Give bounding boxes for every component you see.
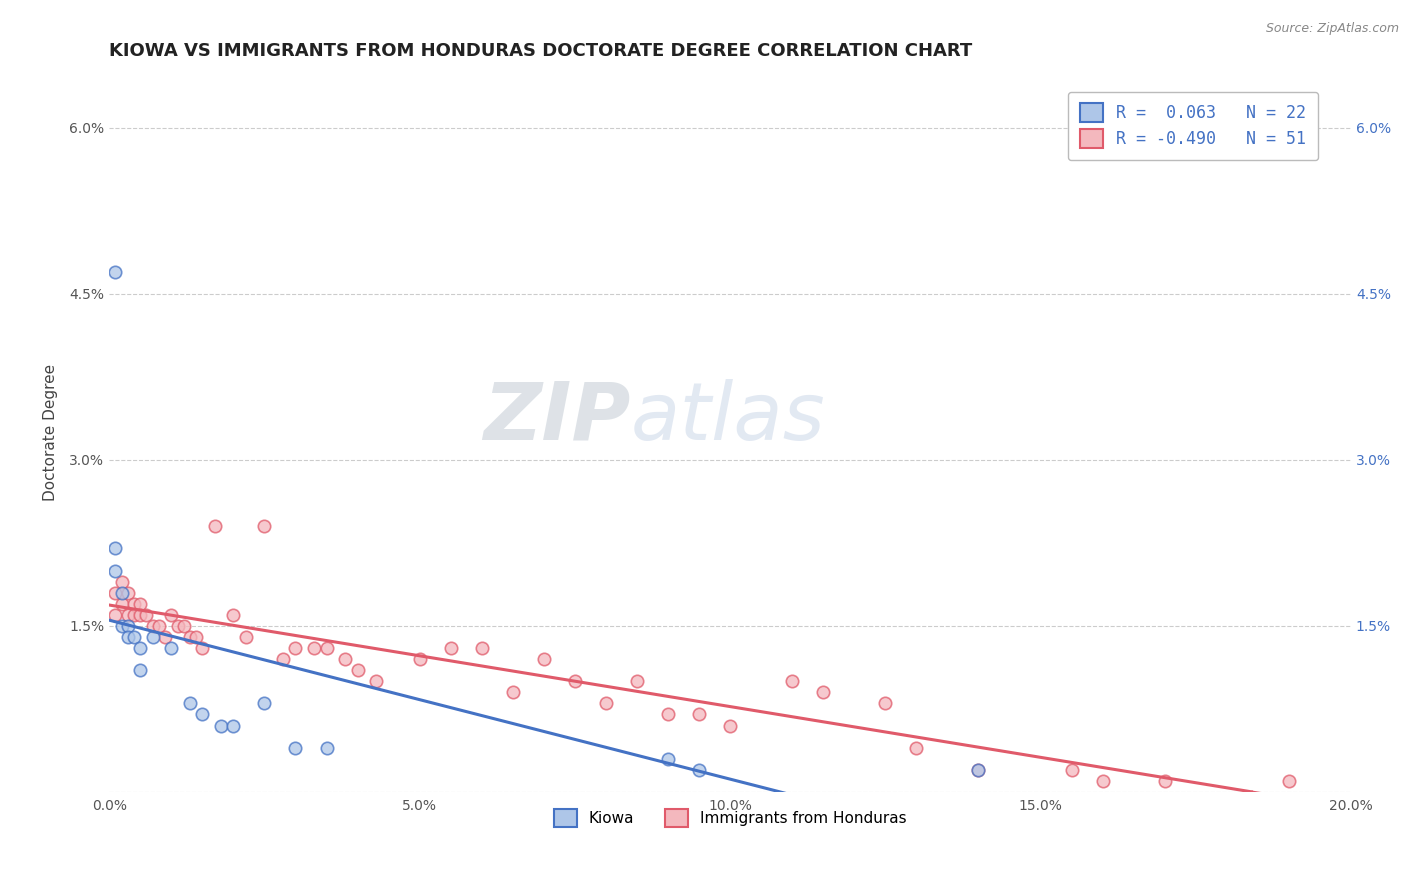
Point <box>204 519 226 533</box>
Point <box>657 752 679 766</box>
Point <box>333 652 356 666</box>
Point <box>186 630 208 644</box>
Point <box>595 697 617 711</box>
Point <box>191 707 214 722</box>
Point <box>875 697 897 711</box>
Point <box>626 674 648 689</box>
Point <box>173 619 195 633</box>
Point <box>148 619 170 633</box>
Point <box>160 607 183 622</box>
Point <box>104 265 127 279</box>
Point <box>117 630 139 644</box>
Point <box>111 574 134 589</box>
Point <box>117 585 139 599</box>
Point <box>117 619 139 633</box>
Point <box>718 718 741 732</box>
Point <box>253 697 276 711</box>
Point <box>122 597 145 611</box>
Point <box>564 674 586 689</box>
Point <box>1091 773 1114 788</box>
Point <box>222 718 245 732</box>
Point <box>905 740 928 755</box>
Point <box>191 641 214 656</box>
Point <box>813 685 835 699</box>
Point <box>166 619 188 633</box>
Point <box>284 641 307 656</box>
Point <box>440 641 463 656</box>
Point <box>346 663 368 677</box>
Y-axis label: Doctorate Degree: Doctorate Degree <box>44 364 58 500</box>
Point <box>967 763 990 777</box>
Text: KIOWA VS IMMIGRANTS FROM HONDURAS DOCTORATE DEGREE CORRELATION CHART: KIOWA VS IMMIGRANTS FROM HONDURAS DOCTOR… <box>110 42 973 60</box>
Point <box>104 541 127 556</box>
Point <box>235 630 257 644</box>
Point <box>135 607 157 622</box>
Point <box>111 619 134 633</box>
Text: Source: ZipAtlas.com: Source: ZipAtlas.com <box>1265 22 1399 36</box>
Point <box>111 597 134 611</box>
Point <box>129 597 152 611</box>
Point <box>533 652 555 666</box>
Point <box>253 519 276 533</box>
Point <box>315 740 337 755</box>
Point <box>688 763 710 777</box>
Point <box>129 607 152 622</box>
Point <box>502 685 524 699</box>
Point <box>222 607 245 622</box>
Point <box>967 763 990 777</box>
Point <box>315 641 337 656</box>
Point <box>142 630 165 644</box>
Point <box>657 707 679 722</box>
Point <box>111 585 134 599</box>
Point <box>122 607 145 622</box>
Point <box>153 630 176 644</box>
Point <box>1153 773 1175 788</box>
Point <box>122 630 145 644</box>
Point <box>1278 773 1301 788</box>
Text: ZIP: ZIP <box>484 379 631 457</box>
Point <box>408 652 430 666</box>
Point <box>117 607 139 622</box>
Point <box>104 607 127 622</box>
Point <box>209 718 232 732</box>
Point <box>104 585 127 599</box>
Point <box>179 630 201 644</box>
Point <box>688 707 710 722</box>
Point <box>1060 763 1083 777</box>
Point <box>302 641 325 656</box>
Point <box>160 641 183 656</box>
Legend: Kiowa, Immigrants from Honduras: Kiowa, Immigrants from Honduras <box>546 802 914 835</box>
Point <box>271 652 294 666</box>
Point <box>780 674 803 689</box>
Point <box>471 641 494 656</box>
Point <box>104 564 127 578</box>
Point <box>179 697 201 711</box>
Point <box>366 674 388 689</box>
Point <box>129 641 152 656</box>
Point <box>129 663 152 677</box>
Point <box>142 619 165 633</box>
Point <box>284 740 307 755</box>
Text: atlas: atlas <box>631 379 825 457</box>
